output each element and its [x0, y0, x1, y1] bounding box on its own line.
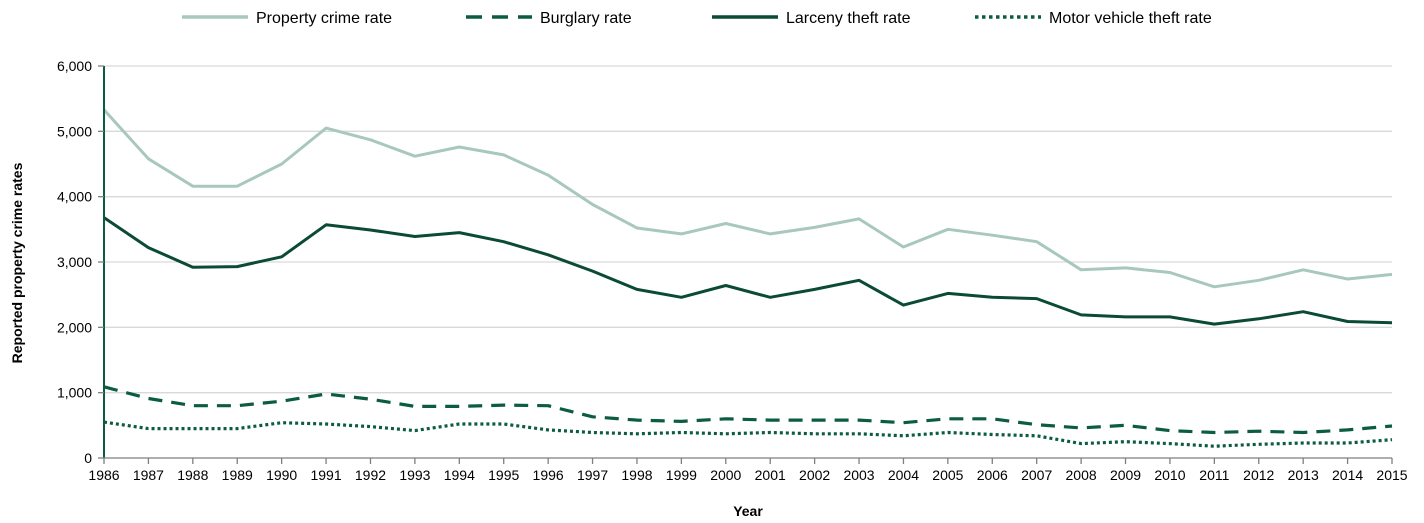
x-tick-label: 2010 — [1154, 467, 1185, 483]
x-tick-label: 2012 — [1243, 467, 1274, 483]
x-tick-label: 2008 — [1066, 467, 1097, 483]
y-tick-label: 2,000 — [57, 319, 92, 335]
x-axis-title: Year — [733, 503, 763, 519]
x-tick-label: 2005 — [932, 467, 963, 483]
x-tick-label: 1992 — [355, 467, 386, 483]
x-tick-label: 1995 — [488, 467, 519, 483]
y-tick-label: 0 — [84, 450, 92, 466]
x-tick-label: 1989 — [222, 467, 253, 483]
y-tick-label: 3,000 — [57, 254, 92, 270]
x-tick-label: 2004 — [888, 467, 919, 483]
y-tick-label: 1,000 — [57, 385, 92, 401]
x-tick-label: 1997 — [577, 467, 608, 483]
legend-label: Larceny theft rate — [786, 10, 911, 27]
x-tick-label: 1988 — [177, 467, 208, 483]
x-tick-label: 1996 — [533, 467, 564, 483]
legend-label: Property crime rate — [256, 10, 392, 27]
x-tick-label: 2014 — [1332, 467, 1363, 483]
y-axis-title: Reported property crime rates — [9, 162, 25, 363]
x-tick-label: 1998 — [621, 467, 652, 483]
x-tick-label: 1999 — [666, 467, 697, 483]
x-tick-label: 1991 — [310, 467, 341, 483]
x-tick-label: 2013 — [1288, 467, 1319, 483]
y-tick-labels: 0 1,000 2,000 3,000 4,000 5,000 6,000 — [57, 58, 92, 466]
x-tick-label: 2006 — [977, 467, 1008, 483]
x-tick-label: 1986 — [88, 467, 119, 483]
y-tick-label: 4,000 — [57, 189, 92, 205]
x-tick-label: 1994 — [444, 467, 475, 483]
legend-label: Burglary rate — [540, 10, 632, 27]
x-tick-label: 1987 — [133, 467, 164, 483]
x-tick-label: 1990 — [266, 467, 297, 483]
x-tick-label: 1993 — [399, 467, 430, 483]
y-tick-label: 6,000 — [57, 58, 92, 74]
series-line-motor-vehicle-theft-rate — [103, 420, 1393, 448]
series-line-property-crime-rate — [102, 108, 1393, 289]
series-line-burglary-rate — [103, 385, 1393, 435]
x-tick-label: 2011 — [1199, 467, 1229, 483]
x-tick-label: 2007 — [1021, 467, 1052, 483]
legend-label: Motor vehicle theft rate — [1049, 10, 1212, 27]
series-line-larceny-theft-rate — [103, 216, 1393, 326]
x-tick-label: 2009 — [1110, 467, 1141, 483]
x-tick-label: 2002 — [799, 467, 830, 483]
series-layer — [102, 108, 1393, 448]
x-tick-label: 2001 — [755, 467, 786, 483]
x-tick-label: 2000 — [710, 467, 741, 483]
legend: Property crime rate Burglary rate Larceny … — [182, 10, 1212, 27]
x-tick-label: 2015 — [1376, 467, 1407, 483]
x-tick-label: 2003 — [843, 467, 874, 483]
gridlines — [104, 65, 1392, 394]
y-tick-label: 5,000 — [57, 123, 92, 139]
axes — [98, 65, 1393, 464]
x-tick-labels: 1986 1987 1988 1989 1990 1991 1992 1993 1994 1995… — [88, 467, 1407, 483]
